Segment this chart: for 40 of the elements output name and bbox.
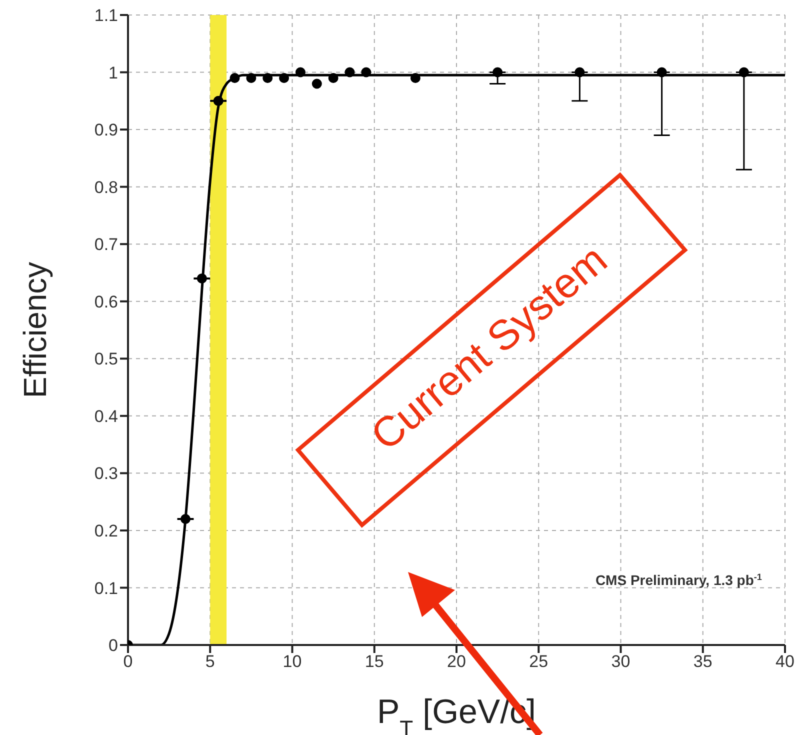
point — [738, 67, 749, 78]
y-axis-title: Efficiency — [17, 262, 54, 398]
point — [262, 73, 273, 83]
x-tick-label: 25 — [529, 652, 548, 672]
point — [492, 67, 503, 78]
point — [213, 96, 224, 106]
x-tick-label: 15 — [364, 652, 384, 672]
y-tick-label: 0.3 — [94, 464, 118, 484]
y-tick-label: 0.6 — [94, 292, 118, 312]
y-tick-label: 0.5 — [94, 350, 118, 369]
y-tick-label: 1 — [108, 63, 118, 82]
point — [279, 73, 290, 83]
point — [196, 273, 207, 284]
y-tick-label: 0.4 — [94, 406, 118, 426]
y-tick-label: 0.7 — [94, 235, 118, 254]
point — [574, 67, 585, 78]
point — [230, 73, 240, 83]
y-tick-label: 0 — [108, 636, 118, 656]
point — [410, 73, 420, 83]
point — [344, 67, 355, 78]
x-tick-label: 30 — [611, 652, 630, 672]
point — [312, 78, 322, 89]
x-tick-label: 20 — [447, 652, 466, 672]
x-tick-label: 0 — [123, 652, 133, 672]
x-tick-label: 40 — [776, 652, 794, 672]
y-tick-label: 0.9 — [94, 120, 118, 140]
x-tick-label: 35 — [693, 652, 712, 672]
point — [295, 67, 306, 78]
y-tick-label: 0.1 — [94, 578, 118, 598]
point — [180, 514, 190, 524]
point — [361, 67, 372, 78]
annotation: CMS Preliminary, 1.3 pb$^{-1}$ — [595, 572, 762, 588]
point — [328, 73, 338, 83]
point — [246, 73, 256, 83]
y-tick-label: 0.2 — [94, 521, 118, 540]
x-tick-label: 5 — [205, 652, 215, 672]
y-tick-label: 0.8 — [94, 178, 118, 197]
x-tick-label: 10 — [282, 652, 302, 672]
y-tick-label: 1.1 — [94, 6, 118, 26]
point — [656, 67, 667, 78]
